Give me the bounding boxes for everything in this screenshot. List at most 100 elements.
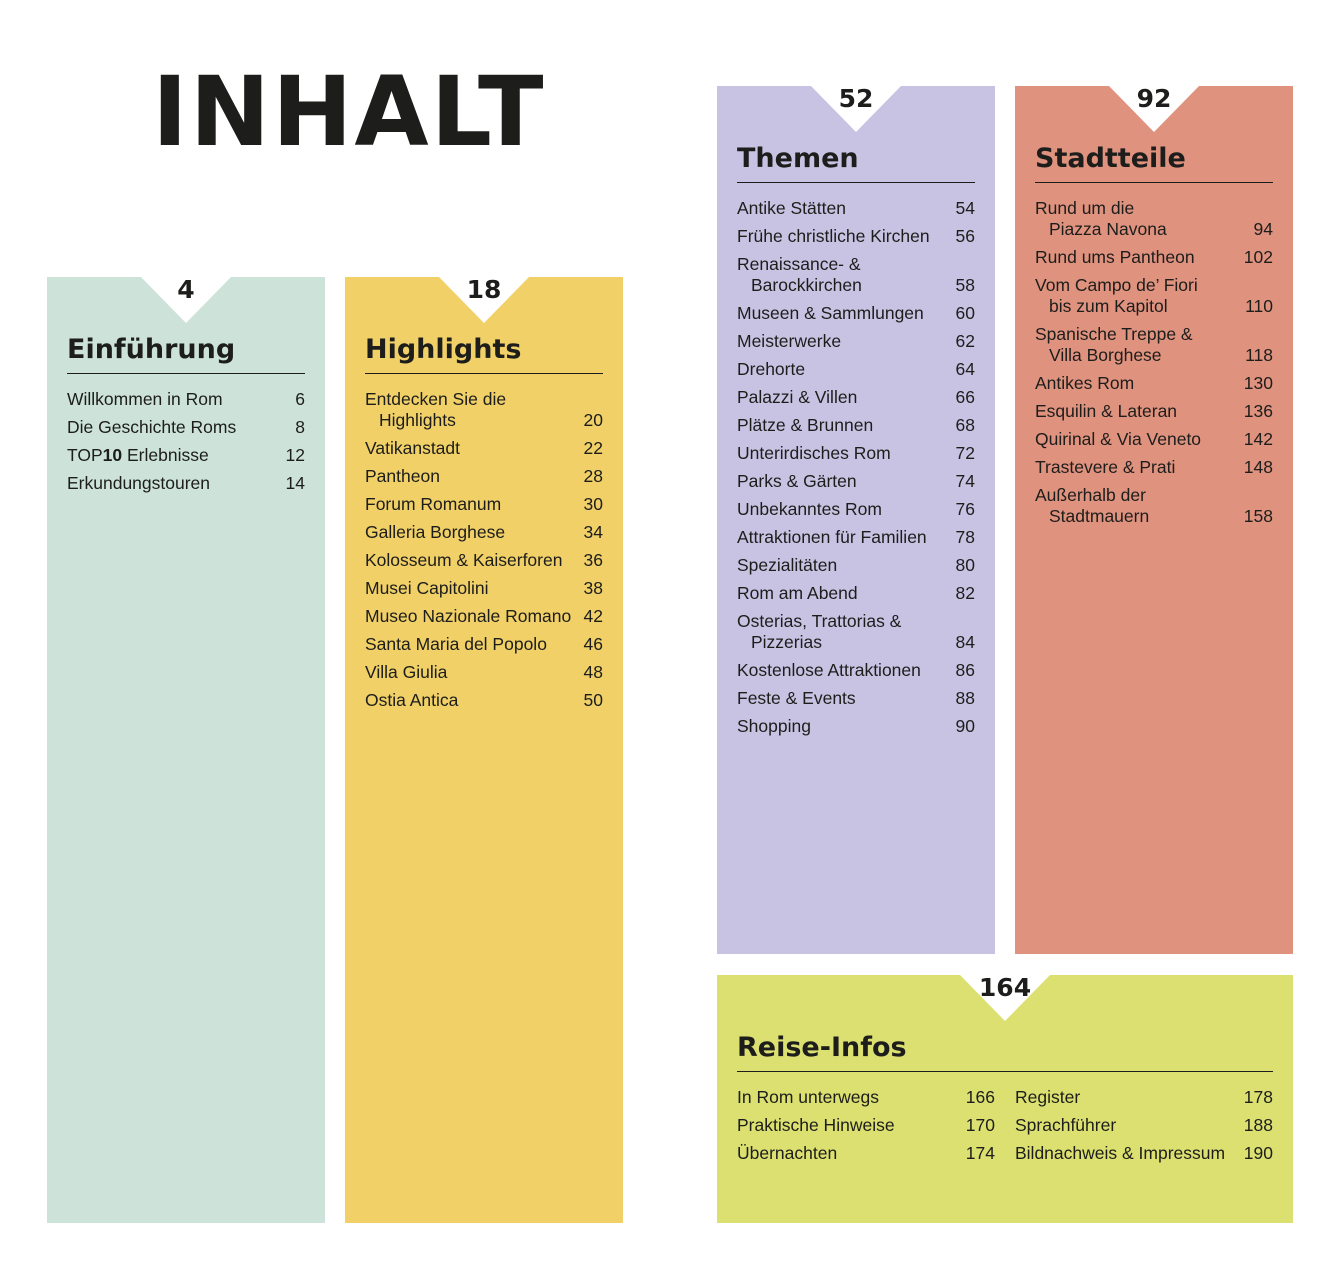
section-page-number[interactable]: 4 <box>177 275 195 304</box>
toc-label-line: Spanische Treppe & <box>1035 324 1193 344</box>
toc-entry[interactable]: Musei Capitolini 38 <box>365 578 603 599</box>
toc-entry[interactable]: Feste & Events 88 <box>737 688 975 709</box>
toc-entry[interactable]: Rund ums Pantheon 102 <box>1035 247 1273 268</box>
toc-entry-page: 36 <box>583 550 603 570</box>
toc-entry[interactable]: Antike Stätten 54 <box>737 198 975 219</box>
toc-entry[interactable]: Meisterwerke 62 <box>737 331 975 352</box>
toc-entry[interactable]: Entdecken Sie die Highlights 20 <box>365 389 603 431</box>
toc-entry[interactable]: Renaissance- & Barockkirchen 58 <box>737 254 975 296</box>
toc-entry[interactable]: Frühe christliche Kirchen 56 <box>737 226 975 247</box>
toc-entry[interactable]: Villa Giulia 48 <box>365 662 603 683</box>
toc-entry[interactable]: Shopping 90 <box>737 716 975 737</box>
toc-entry[interactable]: Außerhalb der Stadtmauern 158 <box>1035 485 1273 527</box>
section-page-number[interactable]: 92 <box>1136 84 1172 113</box>
toc-entry[interactable]: Unbekanntes Rom 76 <box>737 499 975 520</box>
toc-entry[interactable]: TOP10 Erlebnisse 12 <box>67 445 305 466</box>
toc-entry-label: Museo Nazionale Romano <box>365 606 574 627</box>
toc-entry-page: 166 <box>965 1087 995 1107</box>
toc-entry[interactable]: Praktische Hinweise 170 <box>737 1115 995 1136</box>
toc-entry[interactable]: Willkommen in Rom 6 <box>67 389 305 410</box>
toc-entry[interactable]: Übernachten 174 <box>737 1143 995 1164</box>
toc-entry-page: 66 <box>955 387 975 407</box>
toc-entry-page: 136 <box>1243 401 1273 421</box>
toc-entry[interactable]: Die Geschichte Roms 8 <box>67 417 305 438</box>
toc-label-line: Parks & Gärten <box>737 471 857 491</box>
toc-entry[interactable]: Pantheon 28 <box>365 466 603 487</box>
toc-entry-page: 48 <box>583 662 603 682</box>
toc-entry-label: Parks & Gärten <box>737 471 946 492</box>
toc-entry-page: 76 <box>955 499 975 519</box>
toc-label-line: Museen & Sammlungen <box>737 303 924 323</box>
toc-entry[interactable]: Register 178 <box>1015 1087 1273 1108</box>
toc-label-line: Praktische Hinweise <box>737 1115 895 1135</box>
toc-entry[interactable]: Museen & Sammlungen 60 <box>737 303 975 324</box>
toc-entry[interactable]: Bildnachweis & Impressum 190 <box>1015 1143 1273 1164</box>
toc-entry-label: Attraktionen für Familien <box>737 527 946 548</box>
toc-entry[interactable]: Trastevere & Prati 148 <box>1035 457 1273 478</box>
toc-entry[interactable]: Erkundungstouren 14 <box>67 473 305 494</box>
toc-entry[interactable]: In Rom unterwegs 166 <box>737 1087 995 1108</box>
toc-entry-label: Praktische Hinweise <box>737 1115 956 1136</box>
toc-entry[interactable]: Spanische Treppe & Villa Borghese 118 <box>1035 324 1273 366</box>
toc-label-suffix: Erlebnisse <box>122 445 209 465</box>
toc-entry-page: 58 <box>955 275 975 295</box>
section-title[interactable]: Reise-Infos <box>737 1031 1273 1072</box>
toc-entry-label: Erkundungstouren <box>67 473 276 494</box>
section-title[interactable]: Einführung <box>67 333 305 374</box>
toc-entry-page: 8 <box>295 417 305 437</box>
toc-entry[interactable]: Santa Maria del Popolo 46 <box>365 634 603 655</box>
toc-entry[interactable]: Sprachführer 188 <box>1015 1115 1273 1136</box>
toc-entry[interactable]: Plätze & Brunnen 68 <box>737 415 975 436</box>
toc-label-prefix: TOP <box>67 445 103 465</box>
toc-entry[interactable]: Palazzi & Villen 66 <box>737 387 975 408</box>
toc-entry-page: 84 <box>955 632 975 652</box>
toc-entry[interactable]: Vom Campo de’ Fiori bis zum Kapitol 110 <box>1035 275 1273 317</box>
toc-entry[interactable]: Drehorte 64 <box>737 359 975 380</box>
toc-entry[interactable]: Quirinal & Via Veneto 142 <box>1035 429 1273 450</box>
toc-entry[interactable]: Vatikanstadt 22 <box>365 438 603 459</box>
section-title[interactable]: Highlights <box>365 333 603 374</box>
toc-entry[interactable]: Museo Nazionale Romano 42 <box>365 606 603 627</box>
toc-label-line: Rom am Abend <box>737 583 858 603</box>
toc-entry[interactable]: Rund um die Piazza Navona 94 <box>1035 198 1273 240</box>
toc-entry-page: 62 <box>955 331 975 351</box>
toc-entry-page: 118 <box>1245 345 1273 365</box>
toc-entry[interactable]: Kostenlose Attraktionen 86 <box>737 660 975 681</box>
toc-entry[interactable]: Esquilin & Lateran 136 <box>1035 401 1273 422</box>
toc-entry[interactable]: Kolosseum & Kaiserforen 36 <box>365 550 603 571</box>
toc-entry-label: Forum Romanum <box>365 494 574 515</box>
toc-entry-label: Rund um die Piazza Navona <box>1035 198 1244 240</box>
toc-label-line: Kolosseum & Kaiserforen <box>365 550 563 570</box>
toc-entry-page: 188 <box>1243 1115 1273 1135</box>
toc-entry-label: Shopping <box>737 716 946 737</box>
toc-entry[interactable]: Rom am Abend 82 <box>737 583 975 604</box>
toc-entry-label: Übernachten <box>737 1143 956 1164</box>
toc-entry-label: Esquilin & Lateran <box>1035 401 1234 422</box>
toc-entry[interactable]: Antikes Rom 130 <box>1035 373 1273 394</box>
toc-entry[interactable]: Galleria Borghese 34 <box>365 522 603 543</box>
toc-entry[interactable]: Forum Romanum 30 <box>365 494 603 515</box>
toc-entry[interactable]: Unterirdisches Rom 72 <box>737 443 975 464</box>
toc-entry-label: Musei Capitolini <box>365 578 574 599</box>
toc-label-line: Die Geschichte Roms <box>67 417 237 437</box>
toc-label-line: Unterirdisches Rom <box>737 443 891 463</box>
toc-entry[interactable]: Parks & Gärten 74 <box>737 471 975 492</box>
toc-entry[interactable]: Attraktionen für Familien 78 <box>737 527 975 548</box>
toc-label-line: Palazzi & Villen <box>737 387 858 407</box>
toc-entry-page: 56 <box>955 226 975 246</box>
section-title[interactable]: Themen <box>737 142 975 183</box>
section-title[interactable]: Stadtteile <box>1035 142 1273 183</box>
section-page-number[interactable]: 52 <box>838 84 874 113</box>
toc-entry[interactable]: Osterias, Trattorias & Pizzerias 84 <box>737 611 975 653</box>
toc-entry-page: 14 <box>285 473 305 493</box>
toc-entry[interactable]: Ostia Antica 50 <box>365 690 603 711</box>
toc-entry[interactable]: Spezialitäten 80 <box>737 555 975 576</box>
section-page-number[interactable]: 164 <box>978 973 1032 1002</box>
toc-label-continuation: Barockkirchen <box>751 275 862 295</box>
toc-entry-label: Santa Maria del Popolo <box>365 634 574 655</box>
toc-label-line: Feste & Events <box>737 688 856 708</box>
toc-entry-label: Drehorte <box>737 359 946 380</box>
toc-entry-page: 30 <box>583 494 603 514</box>
section-stadtteile: 92 Stadtteile Rund um die Piazza Navona 94… <box>1015 86 1293 954</box>
section-page-number[interactable]: 18 <box>466 275 502 304</box>
